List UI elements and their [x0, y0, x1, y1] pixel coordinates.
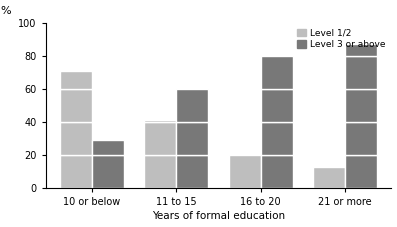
Bar [261, 122, 293, 155]
Bar [345, 56, 377, 89]
Bar [261, 89, 293, 122]
Bar [176, 89, 208, 122]
Bar [229, 155, 261, 188]
Bar [261, 56, 293, 89]
Bar [345, 44, 377, 56]
Bar [60, 89, 92, 122]
Bar [261, 155, 293, 188]
Bar [313, 167, 345, 188]
Bar [345, 155, 377, 188]
Bar [92, 140, 124, 155]
Bar [144, 155, 176, 188]
Bar [176, 155, 208, 188]
X-axis label: Years of formal education: Years of formal education [152, 211, 285, 222]
Bar [60, 155, 92, 188]
Bar [345, 89, 377, 122]
Bar [345, 122, 377, 155]
Bar [144, 122, 176, 155]
Bar [92, 155, 124, 188]
Bar [144, 120, 176, 122]
Bar [60, 71, 92, 89]
Legend: Level 1/2, Level 3 or above: Level 1/2, Level 3 or above [295, 27, 387, 51]
Text: %: % [0, 6, 11, 16]
Bar [60, 122, 92, 155]
Bar [176, 122, 208, 155]
